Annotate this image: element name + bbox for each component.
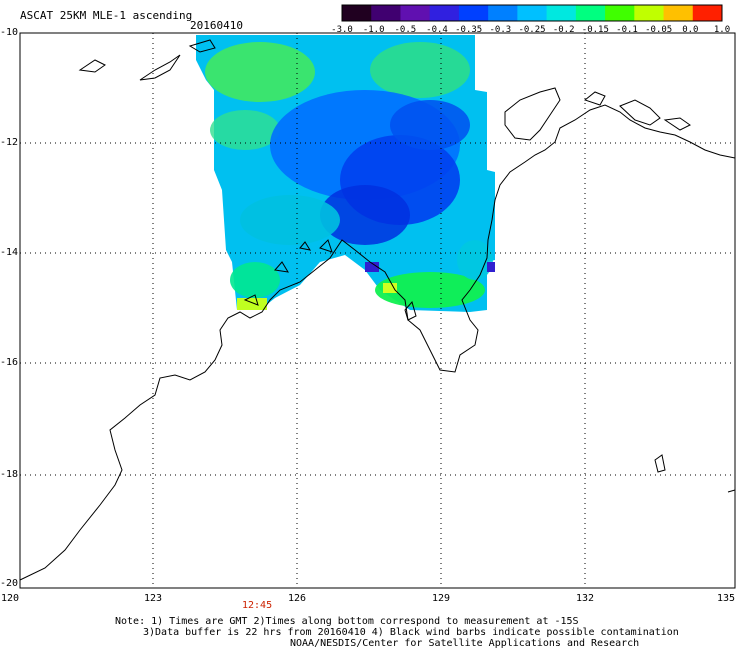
map-date: 20160410 [190, 19, 243, 32]
colorbar-swatch [517, 5, 548, 21]
colorbar-swatch [458, 5, 489, 21]
wind-data-swath [196, 35, 495, 312]
colorbar-label: -0.35 [455, 25, 483, 35]
colorbar-label: -0.15 [581, 25, 609, 35]
plot-frame [19, 32, 736, 589]
lon-label: 132 [575, 593, 595, 604]
colorbar-swatch [634, 5, 665, 21]
lon-label: 123 [143, 593, 163, 604]
colorbar-swatch [342, 5, 372, 21]
lat-label: -10 [0, 27, 19, 38]
footer-note-2: 3)Data buffer is 22 hrs from 20160410 4)… [143, 627, 679, 638]
colorbar-labels: -3.0 -1.0 -0.5 -0.4 -0.35 -0.3 -0.25 -0.2 -0.15-… [330, 25, 730, 37]
colorbar-swatch [429, 5, 460, 21]
lon-label: 126 [287, 593, 307, 604]
pass-time: 12:45 [242, 600, 273, 611]
colorbar-label: 0.0 [682, 25, 699, 35]
lon-label: 120 [0, 593, 20, 604]
footer-note-1: Note: 1) Times are GMT 2)Times along bot… [115, 616, 579, 627]
colorbar-swatch [546, 5, 577, 21]
lat-label: -12 [0, 137, 19, 148]
colorbar-swatch [371, 5, 401, 21]
graticule [20, 33, 735, 588]
colorbar [341, 4, 723, 22]
colorbar-border [341, 4, 723, 22]
colorbar-label: -1.0 [362, 25, 385, 35]
colorbar-label: -0.3 [489, 25, 512, 35]
colorbar-label: -0.1 [616, 25, 638, 35]
colorbar-label: -0.2 [552, 25, 575, 35]
lon-label: 135 [716, 593, 736, 604]
colorbar-swatch [575, 5, 606, 21]
coastline [19, 39, 736, 581]
colorbar-swatch [400, 5, 431, 21]
colorbar-swatch [605, 5, 635, 21]
colorbar-label: -0.05 [645, 25, 673, 35]
lat-label: -18 [0, 469, 19, 480]
lat-label: -16 [0, 357, 19, 368]
colorbar-label: -0.25 [518, 25, 546, 35]
colorbar-label: 1.0 [713, 25, 731, 35]
colorbar-swatch [488, 5, 518, 21]
colorbar-swatch [692, 5, 723, 21]
lon-label: 129 [431, 593, 451, 604]
colorbar-label: -3.0 [331, 25, 353, 35]
footer-credit: NOAA/NESDIS/Center for Satellite Applica… [290, 638, 640, 649]
lat-label: -14 [0, 247, 19, 258]
colorbar-label: -0.4 [426, 25, 448, 35]
map-title: ASCAT 25KM MLE-1 ascending [20, 9, 193, 22]
colorbar-swatch [663, 5, 694, 21]
colorbar-label: -0.5 [394, 25, 417, 35]
lat-label: -20 [0, 578, 19, 589]
